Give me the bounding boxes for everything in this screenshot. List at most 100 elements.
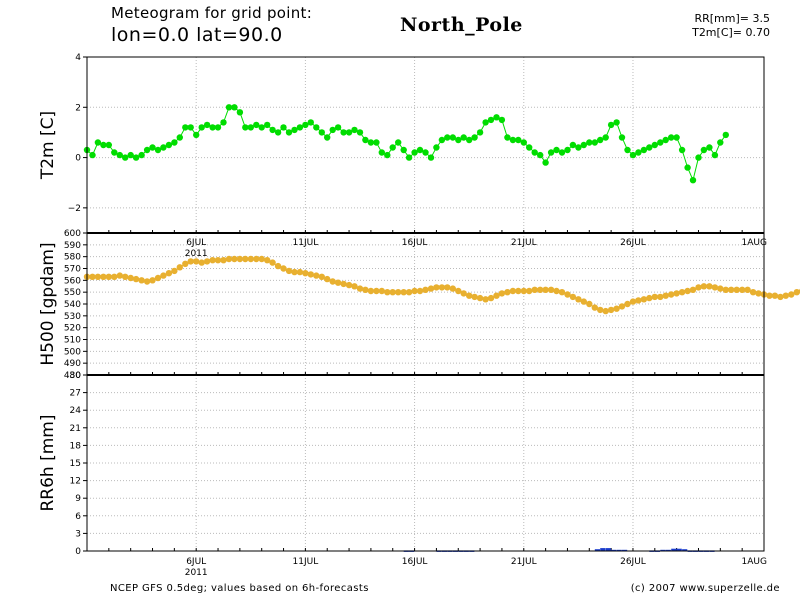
t2m-point xyxy=(509,136,517,144)
h500-point xyxy=(509,287,517,295)
t2m-point xyxy=(678,146,686,154)
h500-point xyxy=(94,273,102,280)
h500-point xyxy=(455,287,462,295)
h500-point xyxy=(678,289,686,296)
t2m-point xyxy=(373,139,380,146)
h500-point xyxy=(313,272,320,279)
h500-point xyxy=(640,296,648,303)
t2m-point xyxy=(132,154,140,161)
h500-point xyxy=(646,294,653,302)
h500-point xyxy=(160,272,167,279)
h500-point xyxy=(498,290,506,297)
t2m-point xyxy=(242,124,249,131)
h500-ytick-label: 570 xyxy=(64,265,81,275)
h500-point xyxy=(466,292,473,299)
h500-ytick-label: 490 xyxy=(64,359,81,369)
h500-point xyxy=(624,300,631,308)
t2m-point xyxy=(700,146,708,154)
h500-point xyxy=(143,278,151,285)
meteogram-subtitle: Meteogram for grid point: xyxy=(111,4,313,22)
h500-point xyxy=(793,289,800,296)
h500-point xyxy=(558,289,566,296)
t2m-point xyxy=(558,149,566,156)
t2m-point xyxy=(214,124,222,131)
t2m-point xyxy=(203,121,211,129)
h500-point xyxy=(373,287,380,295)
t2m-point xyxy=(586,139,593,146)
h500-point xyxy=(138,277,145,284)
h500-point xyxy=(575,296,582,303)
t2m-point xyxy=(253,121,260,129)
t2m-point xyxy=(569,141,577,149)
h500-point xyxy=(618,303,626,310)
h500-point xyxy=(695,284,702,291)
h500-ytick-label: 550 xyxy=(64,288,81,298)
h500-point xyxy=(329,278,336,285)
h500-point xyxy=(657,293,664,301)
rr6h-bar xyxy=(594,549,600,551)
h500-point xyxy=(586,300,593,308)
h500-point xyxy=(122,273,129,280)
t2m-point xyxy=(225,104,233,111)
h500-point xyxy=(526,287,533,295)
h500-point xyxy=(749,289,757,296)
h500-point xyxy=(324,275,331,283)
h500-point xyxy=(149,277,156,284)
h500-point xyxy=(105,273,113,280)
rr6h-panel-frame xyxy=(86,374,765,552)
h500-point xyxy=(613,305,620,312)
t2m-point xyxy=(542,159,549,166)
rr6h-ytick-label: 6 xyxy=(75,512,81,522)
h500-point xyxy=(635,297,642,304)
h500-point xyxy=(515,287,522,295)
h500-point xyxy=(553,287,560,295)
h500-point xyxy=(777,293,784,301)
t2m-point xyxy=(378,149,385,156)
h500-point xyxy=(318,273,325,280)
station-name: North_Pole xyxy=(400,14,523,36)
t2m-point xyxy=(367,139,375,146)
h500-point xyxy=(214,257,222,264)
h500-point xyxy=(684,287,691,295)
t2m-point xyxy=(274,129,282,136)
h500-point xyxy=(362,286,369,293)
rr6h-ytick-label: 0 xyxy=(75,547,81,557)
t2m-point xyxy=(291,126,298,134)
rr-scale-note: RR[mm]= 3.5 xyxy=(694,12,770,25)
t2m-point xyxy=(264,121,271,129)
t2m-point xyxy=(258,124,265,131)
t2m-panel-frame xyxy=(86,56,765,234)
rr6h-ytick-label: 24 xyxy=(70,406,82,416)
h500-point xyxy=(367,287,375,295)
t2m-ytick-label: 4 xyxy=(75,53,81,63)
h500-point xyxy=(487,294,495,302)
t2m-point xyxy=(531,149,538,156)
h500-point xyxy=(569,293,577,301)
h500-date-label: 1AUG xyxy=(742,238,767,248)
h500-point xyxy=(302,270,309,277)
h500-point xyxy=(629,298,637,305)
t2m-point xyxy=(318,129,325,136)
h500-ytick-label: 600 xyxy=(64,229,81,239)
t2m-point xyxy=(416,146,424,154)
rr6h-bar xyxy=(600,548,606,551)
h500-point xyxy=(607,306,615,314)
t2m-point xyxy=(160,144,167,151)
t2m-point xyxy=(575,144,582,151)
t2m-point xyxy=(138,151,145,159)
h500-point xyxy=(547,286,555,293)
t2m-point xyxy=(564,146,571,154)
h500-point xyxy=(171,267,178,275)
h500-ytick-label: 500 xyxy=(64,347,81,357)
t2m-point xyxy=(602,134,609,141)
h500-point xyxy=(668,291,675,298)
h500-point xyxy=(542,286,549,293)
x-date-label: 21JUL xyxy=(511,557,537,567)
h500-point xyxy=(788,291,795,298)
h500-ytick-label: 580 xyxy=(64,253,81,263)
x-date-label: 26JUL xyxy=(620,557,646,567)
h500-point xyxy=(198,259,205,266)
x-date-label: 16JUL xyxy=(402,557,428,567)
t2m-point xyxy=(613,119,620,126)
h500-point xyxy=(476,294,484,302)
